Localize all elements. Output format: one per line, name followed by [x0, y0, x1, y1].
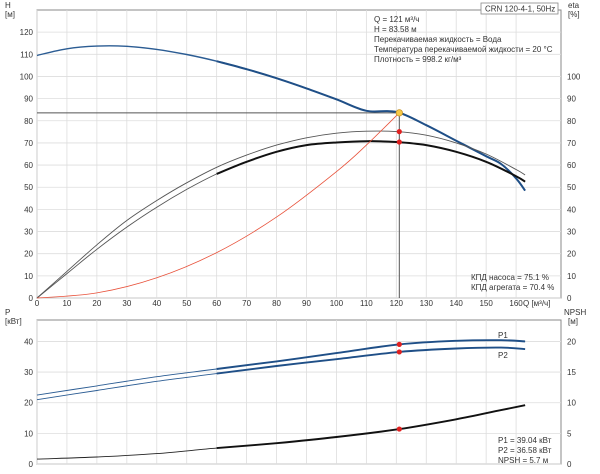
- info-p2: P2 = 36.58 кВт: [498, 446, 552, 455]
- left-tick-label: 0: [29, 460, 34, 469]
- left-tick-label: 30: [24, 368, 33, 377]
- left-tick-label: 40: [24, 205, 33, 214]
- bottom-plot-frame: [36, 319, 562, 465]
- left-tick-label: 20: [24, 399, 33, 408]
- right-tick-label: 20: [567, 250, 576, 259]
- right-axis-unit-eta: [%]: [568, 10, 580, 19]
- unit-efficiency-point-marker: [396, 139, 402, 145]
- x-tick-label: 130: [420, 299, 434, 308]
- left-tick-label: 0: [29, 294, 34, 303]
- left-tick-label: 10: [24, 429, 33, 438]
- info-unit-efficiency: КПД агрегата = 70.4 %: [471, 283, 554, 292]
- p1-point-marker: [396, 341, 402, 347]
- left-tick-label: 40: [24, 337, 33, 346]
- left-axis-unit-h: [м]: [5, 10, 15, 19]
- x-tick-label: 120: [390, 299, 404, 308]
- info-head: H = 83.58 м: [374, 25, 417, 34]
- left-tick-label: 120: [20, 28, 34, 37]
- left-tick-label: 70: [24, 139, 33, 148]
- x-tick-label: 10: [62, 299, 71, 308]
- left-tick-label: 30: [24, 228, 33, 237]
- right-axis-label-eta: eta: [568, 1, 580, 10]
- right-axis-unit-npsh: [м]: [568, 317, 578, 326]
- x-tick-label: 150: [479, 299, 493, 308]
- top-right-tick-labels: 0 10 20 30 40 50 60 70 80 90 100: [567, 72, 581, 303]
- x-tick-label: 20: [92, 299, 101, 308]
- left-axis-label-p: P: [5, 308, 10, 317]
- right-tick-label: 40: [567, 205, 576, 214]
- left-tick-label: 60: [24, 161, 33, 170]
- top-x-tick-labels: 0 10 20 30 40 50 60 70 80 90 100 110 120 130 140 150 160: [35, 299, 524, 308]
- right-tick-label: 60: [567, 161, 576, 170]
- info-p1: P1 = 39.04 кВт: [498, 436, 552, 445]
- left-tick-label: 90: [24, 95, 33, 104]
- right-tick-label: 30: [567, 228, 576, 237]
- power-npsh-panel: 0 10 20 30 40 0 5 10 15 20 P [кВт] NPSH [м] P1 P…: [5, 308, 586, 469]
- right-tick-label: 0: [567, 294, 572, 303]
- x-tick-label: 60: [212, 299, 221, 308]
- left-tick-label: 20: [24, 250, 33, 259]
- left-tick-label: 100: [20, 72, 34, 81]
- top-left-tick-labels: 0 10 20 30 40 50 60 70 80 90 100 110 120: [20, 28, 34, 303]
- top-plot-frame: [36, 9, 562, 299]
- right-tick-label: 0: [567, 460, 572, 469]
- right-tick-label: 10: [567, 399, 576, 408]
- left-tick-label: 110: [20, 50, 33, 59]
- model-label: CRN 120-4-1, 50Hz: [485, 5, 555, 14]
- x-tick-label: 110: [360, 299, 373, 308]
- pump-efficiency-point-marker: [396, 129, 402, 135]
- top-grid: [36, 10, 561, 299]
- left-tick-label: 50: [24, 183, 33, 192]
- x-tick-label: 40: [152, 299, 161, 308]
- right-tick-label: 15: [567, 368, 576, 377]
- npsh-point-marker: [396, 426, 402, 432]
- info-temperature: Температура перекачиваемой жидкости = 20…: [374, 45, 553, 54]
- p2-point-marker: [396, 349, 402, 355]
- left-tick-label: 80: [24, 117, 33, 126]
- legend-p1: P1: [498, 331, 508, 340]
- x-tick-label: 70: [242, 299, 251, 308]
- x-tick-label: 90: [302, 299, 311, 308]
- right-tick-label: 10: [567, 272, 576, 281]
- right-tick-label: 20: [567, 337, 576, 346]
- x-tick-label: 100: [330, 299, 344, 308]
- x-axis-label: Q [м³/ч]: [523, 299, 550, 308]
- right-tick-label: 5: [567, 429, 572, 438]
- bottom-right-tick-labels: 0 5 10 15 20: [567, 337, 576, 469]
- top-operating-points: [395, 109, 403, 145]
- right-tick-label: 50: [567, 183, 576, 192]
- unit-efficiency-curve-operating-range: [216, 140, 526, 183]
- info-npsh: NPSH = 5.7 м: [498, 456, 548, 465]
- pump-efficiency-curve: [36, 130, 526, 299]
- info-flow: Q = 121 м³/ч: [374, 15, 419, 24]
- duty-point-marker: [395, 109, 403, 117]
- left-tick-label: 10: [24, 272, 33, 281]
- info-liquid: Перекачиваемая жидкость = Вода: [374, 35, 502, 44]
- bottom-operating-points: [396, 341, 402, 432]
- left-axis-label-h: H: [5, 1, 11, 10]
- x-tick-label: 50: [182, 299, 191, 308]
- info-pump-efficiency: КПД насоса = 75.1 %: [471, 273, 549, 282]
- right-tick-label: 90: [567, 95, 576, 104]
- system-curve: [36, 112, 400, 299]
- right-tick-label: 70: [567, 139, 576, 148]
- x-tick-label: 140: [450, 299, 464, 308]
- right-tick-label: 100: [567, 72, 581, 81]
- x-tick-label: 160: [509, 299, 523, 308]
- model-label-box: [480, 2, 559, 15]
- x-tick-label: 0: [35, 299, 40, 308]
- bottom-grid: [36, 320, 561, 465]
- right-tick-label: 80: [567, 117, 576, 126]
- bottom-left-tick-labels: 0 10 20 30 40: [24, 337, 33, 469]
- info-density: Плотность = 998.2 кг/м³: [374, 55, 462, 64]
- legend-p2: P2: [498, 351, 508, 360]
- right-axis-label-npsh: NPSH: [564, 308, 586, 317]
- x-tick-label: 80: [272, 299, 281, 308]
- left-axis-unit-p: [кВт]: [5, 317, 22, 326]
- x-tick-label: 30: [122, 299, 131, 308]
